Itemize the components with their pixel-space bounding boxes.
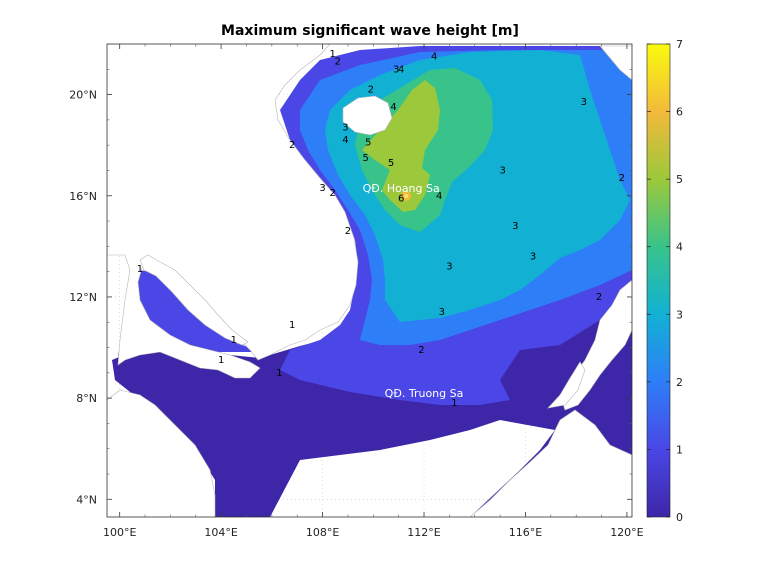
colorbar [646,43,671,518]
contour-label: 3 [446,262,452,273]
land-taiwan-luzon-north [599,45,632,81]
land-hainan [342,95,393,136]
contour-label: 1 [137,264,143,275]
contour-label: 2 [330,188,336,199]
land [107,44,632,517]
y-tick-label: 8°N [76,392,97,405]
contour-label: 1 [276,368,282,379]
colorbar-tick-label: 1 [676,443,683,456]
contour-label: 5 [363,153,369,164]
contour-label: 2 [289,140,295,151]
contour-label: 2 [418,345,424,356]
contour-label: 4 [436,191,442,202]
contour-label: 4 [398,64,404,75]
contour-label: 2 [345,226,351,237]
contour-label: 3 [512,221,518,232]
contour-label: 1 [289,320,295,331]
x-tick-label: 112°E [407,526,440,539]
colorbar-tick-label: 6 [676,106,683,119]
contour-label: 1 [231,335,237,346]
axis-ticks [107,43,632,517]
colorbar-tick-label: 2 [676,376,683,389]
colorbar-tick-label: 4 [676,241,683,254]
colorbar-ticks: 0 1 2 3 4 5 6 7 [647,38,683,524]
chart-title: Maximum significant wave height [m] [221,23,519,39]
x-tick-label: 108°E [306,526,339,539]
contour-label: 3 [581,97,587,108]
land-cambodia-coast [139,254,249,346]
x-tick-label: 104°E [204,526,237,539]
x-tick-label: 116°E [509,526,542,539]
map-axes-frame [106,43,633,518]
wave-region-level-5 [362,80,440,212]
contour-label: 4 [342,135,348,146]
contour-label: 2 [596,292,602,303]
contour-label: 3 [342,122,348,133]
contour-label: 3 [439,307,445,318]
y-tick-label: 16°N [69,190,97,203]
land-borneo [469,409,632,517]
colorbar-tick-label: 0 [676,511,683,524]
colorbar-tick-label: 3 [676,308,683,321]
contour-label: 3 [393,64,399,75]
map-annotations: QĐ. Hoang Sa QĐ. Truong Sa [363,182,464,400]
map-annotation: QĐ. Hoang Sa [363,182,440,195]
contour-label: 6 [398,193,404,204]
contour-label: 4 [431,52,437,63]
contour-label: 1 [451,398,457,409]
y-tick-labels: 4°N 8°N 12°N 16°N 20°N [69,89,97,507]
contour-label: 3 [319,183,325,194]
contour-label: 2 [368,85,374,96]
x-tick-labels: 100°E 104°E 108°E 112°E 116°E 120°E [103,526,644,539]
y-tick-label: 4°N [76,493,97,506]
contour-label: 1 [330,49,336,60]
colorbar-tick-label: 7 [676,38,683,51]
x-tick-label: 120°E [610,526,643,539]
contour-label: 2 [619,173,625,184]
map-annotation: QĐ. Truong Sa [385,387,464,400]
contour-label: 3 [530,251,536,262]
contour-label: 5 [388,158,394,169]
contour-label: 1 [218,355,224,366]
x-tick-label: 100°E [103,526,136,539]
land-malay-peninsula [107,389,216,517]
y-tick-label: 20°N [69,89,97,102]
contour-label: 5 [365,138,371,149]
colorbar-tick-label: 5 [676,173,683,186]
wave-region-level-6-core [404,194,408,198]
contour-label: 3 [499,165,505,176]
contour-label: 2 [335,57,341,68]
land-palawan [547,361,586,409]
contour-label: 4 [390,102,396,113]
y-tick-label: 12°N [69,291,97,304]
